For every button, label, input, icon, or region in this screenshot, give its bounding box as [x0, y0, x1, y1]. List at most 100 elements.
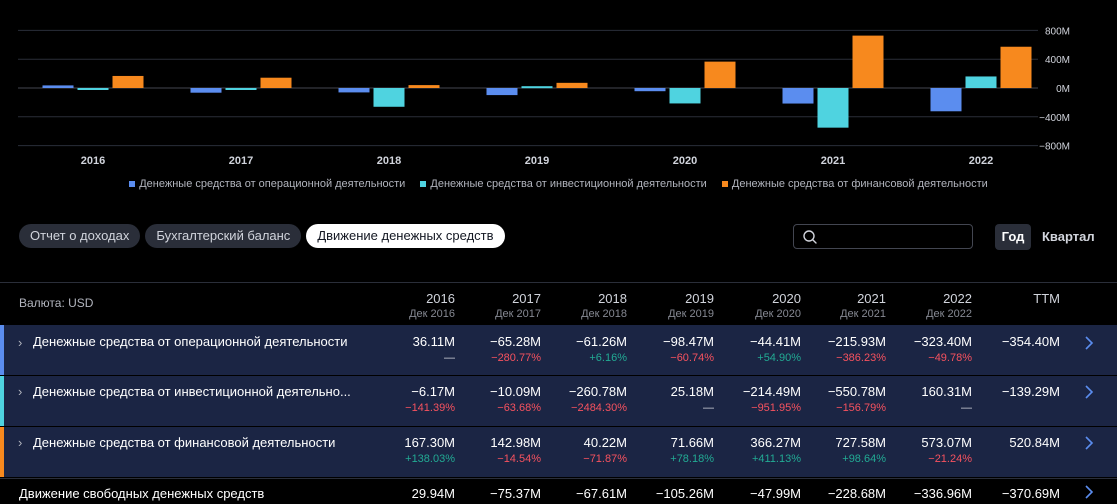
table-cell: 29.94M — [369, 486, 455, 501]
cell-value: −550.78M — [827, 384, 886, 399]
cell-value: −139.29M — [1001, 384, 1060, 399]
x-tick-label: 2022 — [969, 155, 993, 167]
legend-swatch-investing — [420, 181, 427, 187]
tab-income-statement[interactable]: Отчет о доходах — [19, 224, 141, 248]
x-tick-label: 2017 — [229, 155, 253, 167]
y-tick-label: −800M — [1039, 142, 1070, 153]
y-tick-label: 800M — [1045, 26, 1070, 37]
chevron-right-icon[interactable]: › — [18, 384, 23, 399]
chart-bar — [408, 85, 440, 88]
cell-change: — — [961, 402, 972, 414]
period-quarter-button[interactable]: Квартал — [1042, 229, 1095, 244]
cell-value: −228.68M — [827, 486, 886, 501]
table-cell: −228.68M — [800, 486, 886, 501]
column-header: TTM — [974, 291, 1060, 308]
cell-change: — — [444, 352, 455, 364]
column-year: 2020 — [772, 291, 801, 306]
chevron-right-icon[interactable] — [1083, 385, 1095, 399]
table-cell: −370.69M — [974, 486, 1060, 501]
column-header: 2020 Дек 2020 — [715, 291, 801, 320]
table-cell: 36.11M — — [369, 334, 455, 364]
chart-bar — [338, 88, 370, 93]
cell-value: 160.31M — [921, 384, 972, 399]
row-color-bar — [0, 376, 4, 426]
cell-value: 520.84M — [1009, 435, 1060, 450]
cell-change: +98.64% — [842, 453, 886, 465]
tab-cash-flow[interactable]: Движение денежных средств — [306, 224, 505, 248]
column-period: Дек 2021 — [840, 308, 886, 320]
table-cell: −260.78M −2484.30% — [541, 384, 627, 414]
search-icon — [803, 230, 817, 244]
cell-change: +411.13% — [751, 453, 801, 465]
cell-value: 71.66M — [670, 435, 714, 450]
cell-value: 167.30M — [404, 435, 455, 450]
cell-change: −14.54% — [497, 453, 541, 465]
column-period: Дек 2019 — [668, 308, 714, 320]
cell-change: +6.16% — [589, 352, 627, 364]
cell-value: −6.17M — [411, 384, 455, 399]
chart-bar — [556, 82, 588, 88]
x-tick-label: 2018 — [377, 155, 401, 167]
table-row[interactable]: › Денежные средства от инвестиционной де… — [0, 376, 1117, 426]
table-cell: −61.26M +6.16% — [541, 334, 627, 364]
table-cell: −47.99M — [715, 486, 801, 501]
chevron-right-icon[interactable] — [1083, 436, 1095, 450]
search-input[interactable] — [793, 224, 973, 249]
legend-item-financing[interactable]: Денежные средства от финансовой деятельн… — [721, 178, 988, 190]
row-label: Денежные средства от инвестиционной деят… — [33, 384, 351, 399]
table-cell: −6.17M −141.39% — [369, 384, 455, 414]
cash-flow-bar-chart: 800M 400M 0M −400M −800M 2016 2017 2018 2019 2020… — [18, 26, 1070, 167]
row-color-bar — [0, 325, 4, 375]
cell-change: −71.87% — [583, 453, 627, 465]
table-cell: 366.27M +411.13% — [715, 435, 801, 465]
chevron-right-icon[interactable]: › — [18, 335, 23, 350]
table-header: Валюта: USD 2016 Дек 2016 2017 Дек 2017 … — [0, 282, 1117, 324]
column-year: TTM — [1033, 291, 1060, 306]
chevron-right-icon[interactable] — [1083, 485, 1095, 499]
legend-label-operating: Денежные средства от операционной деятел… — [139, 178, 406, 190]
cell-value: −44.41M — [750, 334, 801, 349]
cell-value: −10.09M — [490, 384, 541, 399]
column-year: 2018 — [598, 291, 627, 306]
legend-swatch-financing — [721, 181, 728, 187]
table-row[interactable]: › Денежные средства от операционной деят… — [0, 325, 1117, 375]
chevron-right-icon[interactable]: › — [18, 435, 23, 450]
cell-value: 36.11M — [412, 334, 455, 349]
cell-value: −214.49M — [742, 384, 801, 399]
row-label: Денежные средства от операционной деятел… — [33, 334, 348, 349]
chart-legend: Денежные средства от операционной деятел… — [0, 178, 1117, 190]
table-cell: −139.29M — [974, 384, 1060, 399]
row-label: Денежные средства от финансовой деятельн… — [33, 435, 336, 450]
period-year-button[interactable]: Год — [995, 224, 1031, 250]
cell-value: −323.40M — [913, 334, 972, 349]
cell-value: 29.94M — [411, 486, 455, 501]
table-row[interactable]: Движение свободных денежных средств 29.9… — [0, 479, 1117, 504]
cell-change: −280.77% — [491, 352, 541, 364]
cell-change: −63.68% — [497, 402, 541, 414]
cell-change: — — [703, 402, 714, 414]
chart-bar — [112, 75, 144, 88]
table-cell: 573.07M −21.24% — [886, 435, 972, 465]
chart-bar — [817, 88, 849, 128]
table-row[interactable]: › Денежные средства от финансовой деятел… — [0, 427, 1117, 477]
tab-balance-sheet[interactable]: Бухгалтерский баланс — [145, 224, 302, 248]
table-cell: 727.58M +98.64% — [800, 435, 886, 465]
cell-change: +54.90% — [757, 352, 801, 364]
cell-change: −49.78% — [928, 352, 972, 364]
legend-item-operating[interactable]: Денежные средства от операционной деятел… — [129, 178, 405, 190]
cell-change: +78.18% — [670, 453, 714, 465]
table-cell: −105.26M — [628, 486, 714, 501]
table-cell: −336.96M — [886, 486, 972, 501]
chevron-right-icon[interactable] — [1083, 336, 1095, 350]
legend-item-investing[interactable]: Денежные средства от инвестиционной деят… — [420, 178, 707, 190]
y-tick-label: −400M — [1039, 113, 1070, 124]
table-cell: −354.40M — [974, 334, 1060, 349]
x-tick-label: 2021 — [821, 155, 845, 167]
cell-change: −60.74% — [670, 352, 714, 364]
chart-bar — [77, 88, 109, 90]
table-cell: −214.49M −951.95% — [715, 384, 801, 414]
y-tick-label: 400M — [1045, 55, 1070, 66]
table-cell: −75.37M — [455, 486, 541, 501]
chart-bar — [1000, 46, 1032, 88]
table-cell: −98.47M −60.74% — [628, 334, 714, 364]
